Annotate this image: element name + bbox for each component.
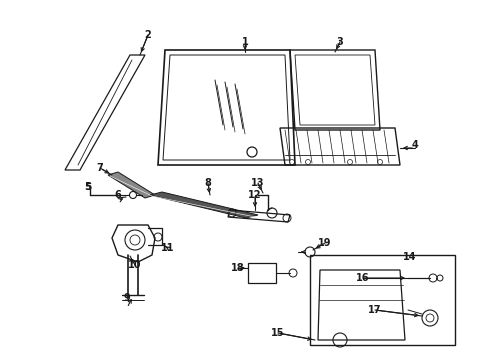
Text: 17: 17 <box>368 305 382 315</box>
Text: 6: 6 <box>115 190 122 200</box>
Text: 7: 7 <box>97 163 103 173</box>
Text: 14: 14 <box>403 252 417 262</box>
Text: 19: 19 <box>318 238 332 248</box>
Text: 11: 11 <box>161 243 175 253</box>
Text: 13: 13 <box>251 178 265 188</box>
Text: 9: 9 <box>123 293 130 303</box>
Text: 10: 10 <box>128 260 142 270</box>
Circle shape <box>247 147 257 157</box>
Text: 5: 5 <box>85 182 91 192</box>
Text: 5: 5 <box>85 183 91 192</box>
Text: 1: 1 <box>242 37 248 47</box>
Polygon shape <box>108 172 155 198</box>
Text: 12: 12 <box>248 190 262 200</box>
Text: 4: 4 <box>412 140 418 150</box>
Text: 8: 8 <box>204 178 212 188</box>
Text: 18: 18 <box>231 263 245 273</box>
Text: 16: 16 <box>356 273 370 283</box>
Polygon shape <box>150 192 258 218</box>
Text: 3: 3 <box>337 37 343 47</box>
Text: 15: 15 <box>271 328 285 338</box>
Text: 2: 2 <box>145 30 151 40</box>
